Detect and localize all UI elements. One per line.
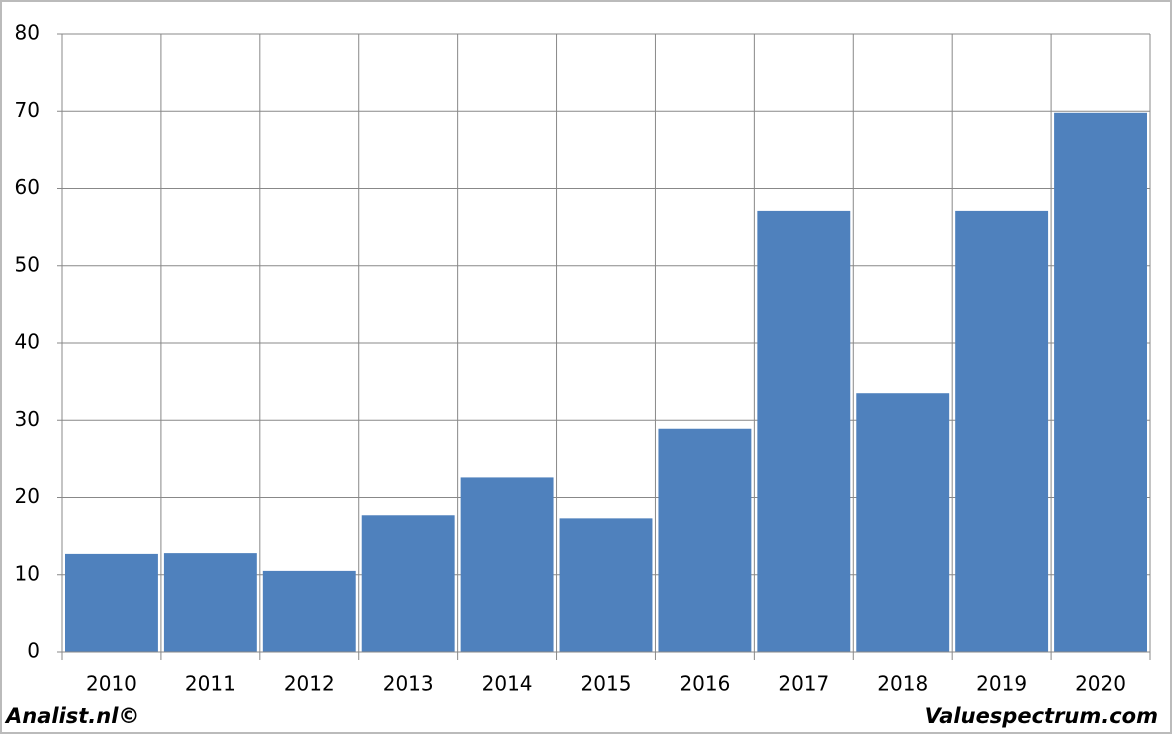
bar — [262, 570, 356, 652]
x-tick-label: 2010 — [86, 672, 137, 696]
x-tick-label: 2012 — [284, 672, 335, 696]
bar — [1054, 112, 1147, 653]
bar — [559, 518, 653, 652]
y-tick-label: 30 — [15, 407, 40, 431]
bar — [361, 515, 455, 652]
footer-right: Valuespectrum.com — [925, 704, 1158, 728]
y-tick-label: 60 — [15, 175, 40, 199]
y-tick-label: 70 — [15, 98, 40, 122]
bar — [856, 393, 950, 652]
bar — [658, 428, 752, 652]
bar — [955, 210, 1049, 652]
x-tick-label: 2020 — [1075, 672, 1126, 696]
x-tick-label: 2013 — [383, 672, 434, 696]
x-tick-label: 2018 — [877, 672, 928, 696]
footer-left: Analist.nl© — [4, 704, 139, 728]
x-tick-label: 2019 — [976, 672, 1027, 696]
y-tick-label: 50 — [15, 252, 40, 276]
bar — [757, 210, 851, 652]
bar — [163, 553, 257, 652]
x-tick-label: 2014 — [482, 672, 533, 696]
bar — [460, 477, 554, 652]
x-tick-label: 2011 — [185, 672, 236, 696]
bar — [65, 553, 158, 652]
y-tick-label: 20 — [15, 484, 40, 508]
x-tick-label: 2016 — [679, 672, 730, 696]
y-tick-label: 80 — [15, 21, 40, 45]
x-tick-label: 2017 — [778, 672, 829, 696]
y-tick-label: 10 — [15, 561, 40, 585]
y-tick-label: 40 — [15, 330, 40, 354]
y-tick-label: 0 — [27, 639, 40, 663]
x-tick-label: 2015 — [581, 672, 632, 696]
